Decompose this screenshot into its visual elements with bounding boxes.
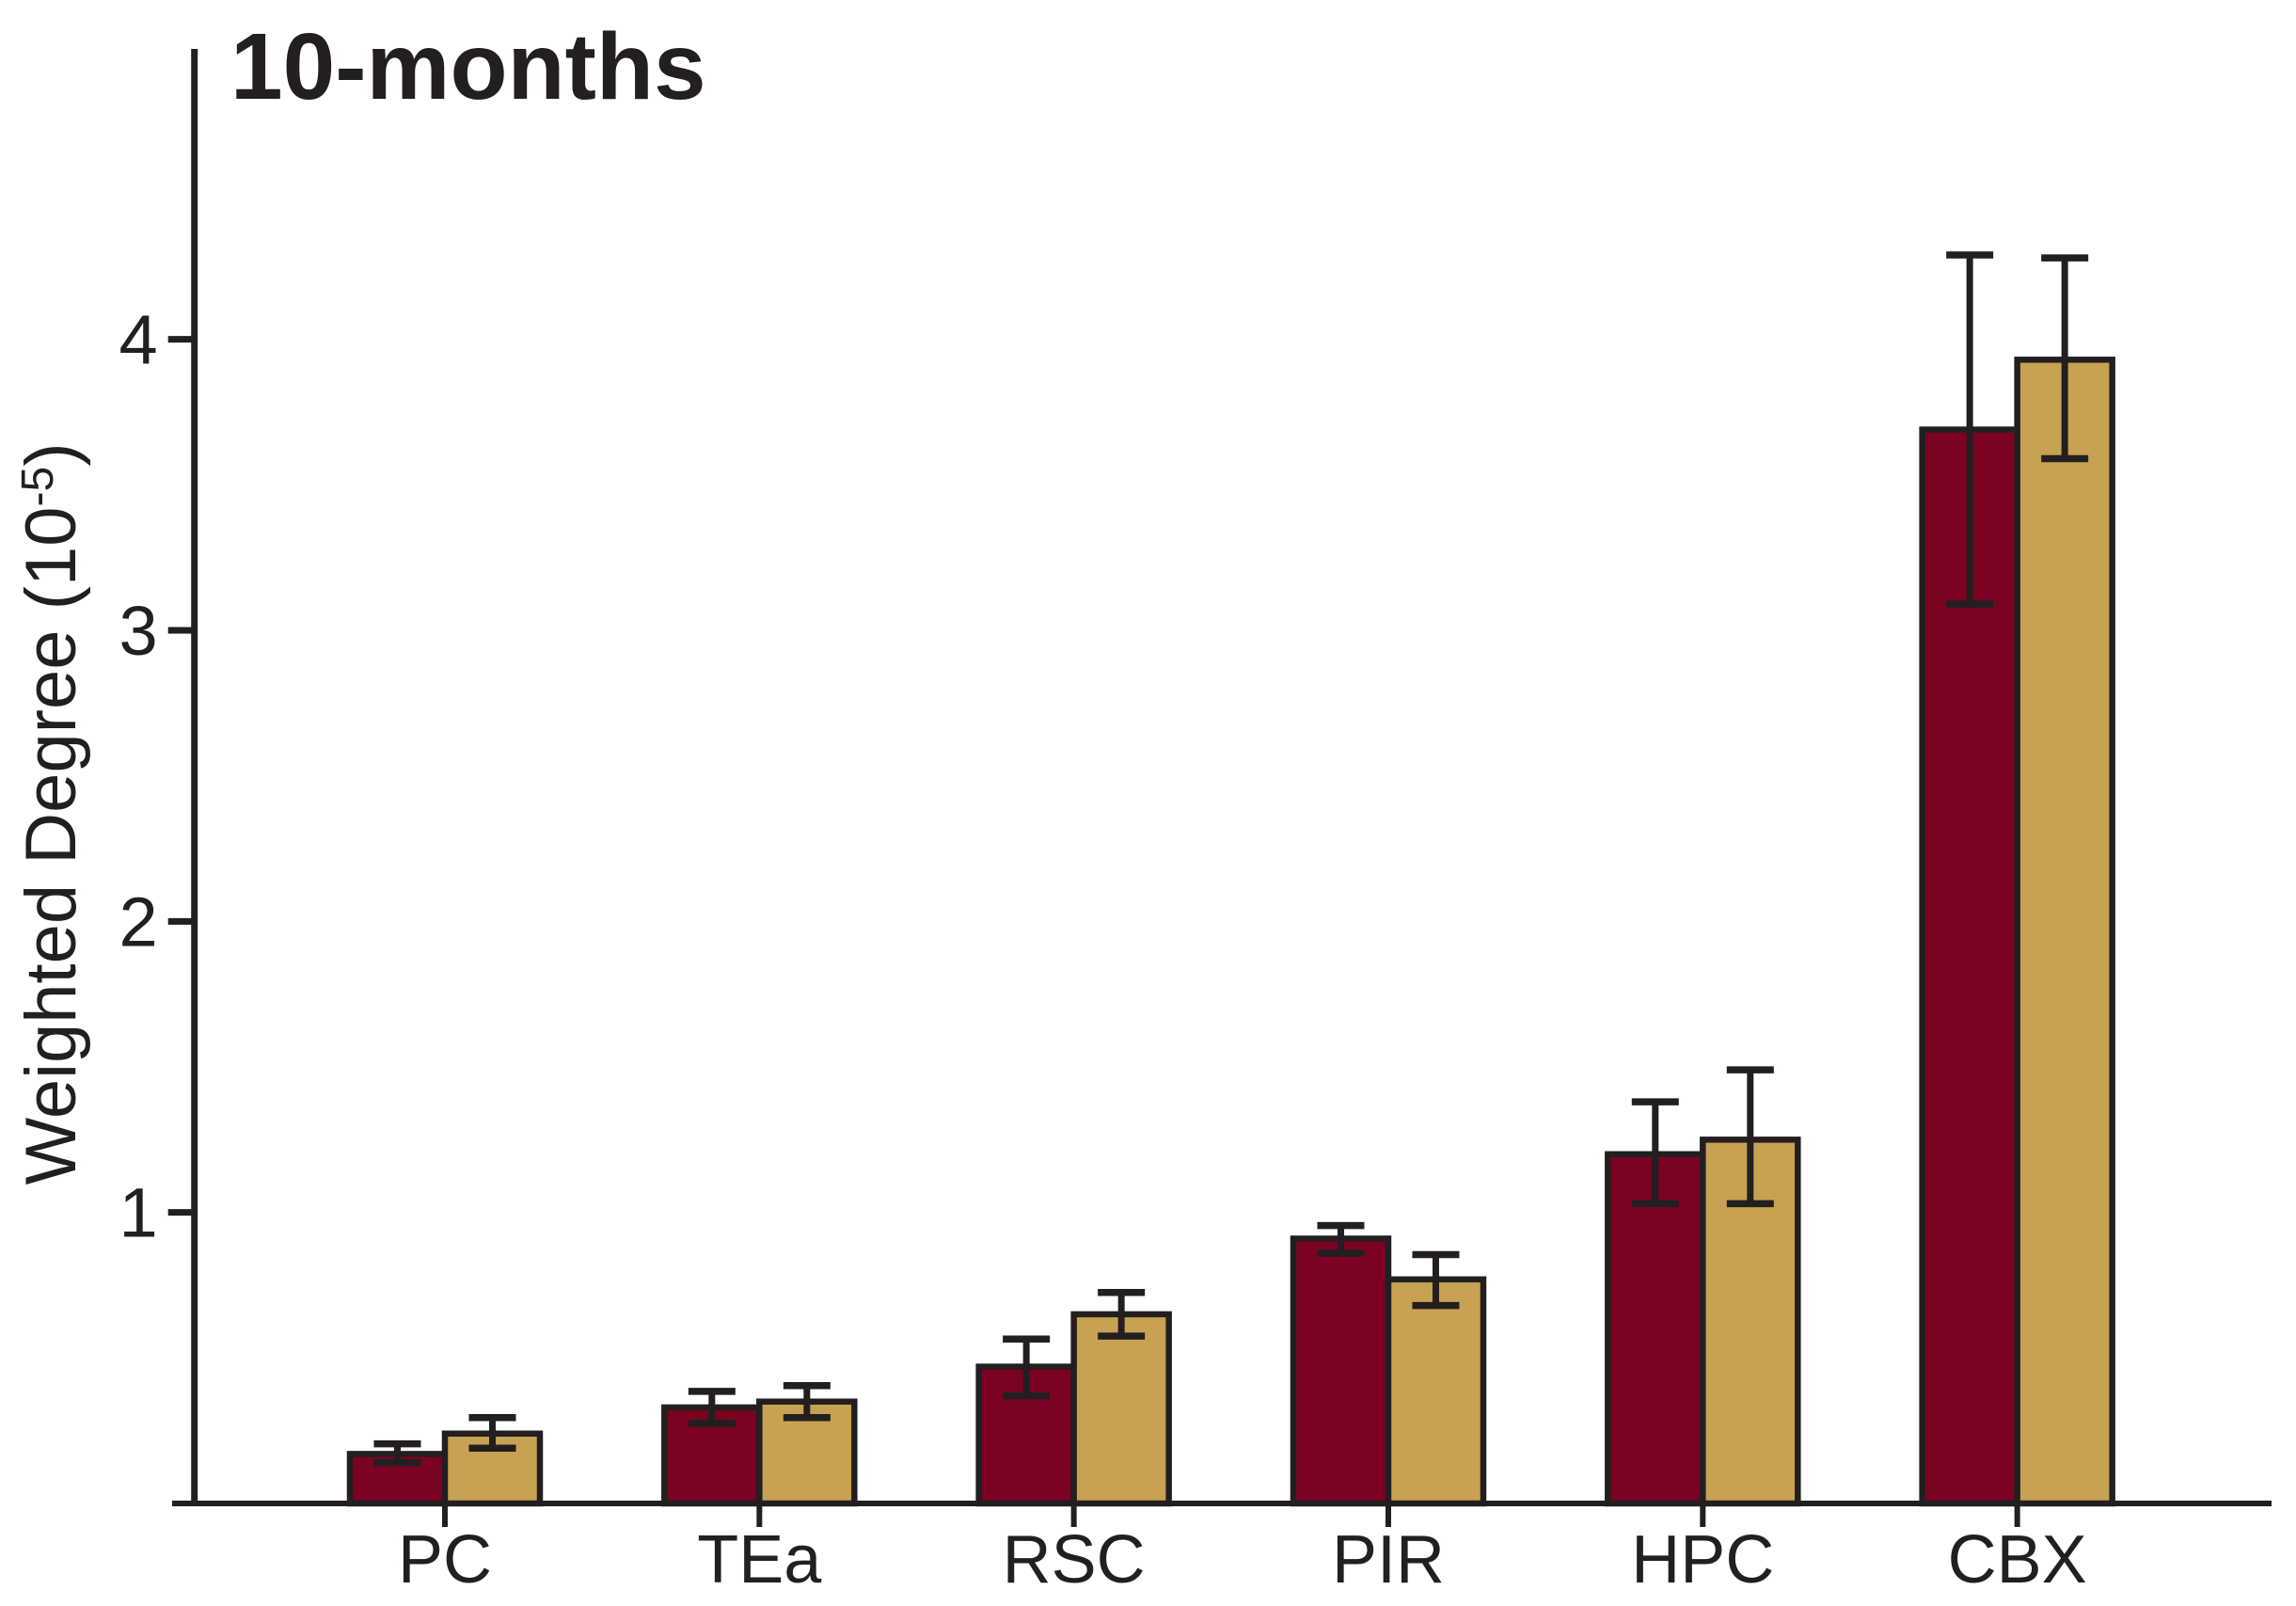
bar-tan-RSC xyxy=(1070,1311,1172,1507)
y-tick-label: 2 xyxy=(119,883,158,961)
x-tick-label: PIR xyxy=(1332,1522,1445,1598)
x-tick-label: HPC xyxy=(1631,1522,1774,1598)
y-tick-label: 3 xyxy=(119,592,158,670)
bar-red-PIR xyxy=(1290,1235,1392,1507)
y-axis-label-close: ) xyxy=(11,442,91,466)
y-tick-label: 4 xyxy=(119,301,158,379)
plot-layer: 1 2 3 4 PC TEa RSC PIR HPC CBX xyxy=(119,49,2272,1598)
y-axis-label-main: Weighted Degree (10 xyxy=(11,506,91,1185)
x-tick-label: CBX xyxy=(1948,1522,2087,1598)
bar-tan-PIR xyxy=(1385,1276,1487,1507)
bar-tan-CBX xyxy=(2014,357,2115,1507)
x-tick-label: TEa xyxy=(697,1522,822,1598)
x-tick-label: PC xyxy=(398,1522,492,1598)
y-axis-label: Weighted Degree (10-5) xyxy=(11,442,91,1185)
x-tick-label: RSC xyxy=(1003,1522,1146,1598)
y-tick-label: 1 xyxy=(119,1174,158,1252)
bar-red-CBX xyxy=(1919,426,2020,1507)
chart-title: 10-months xyxy=(230,14,706,119)
y-axis-label-exponent: -5 xyxy=(13,467,63,507)
